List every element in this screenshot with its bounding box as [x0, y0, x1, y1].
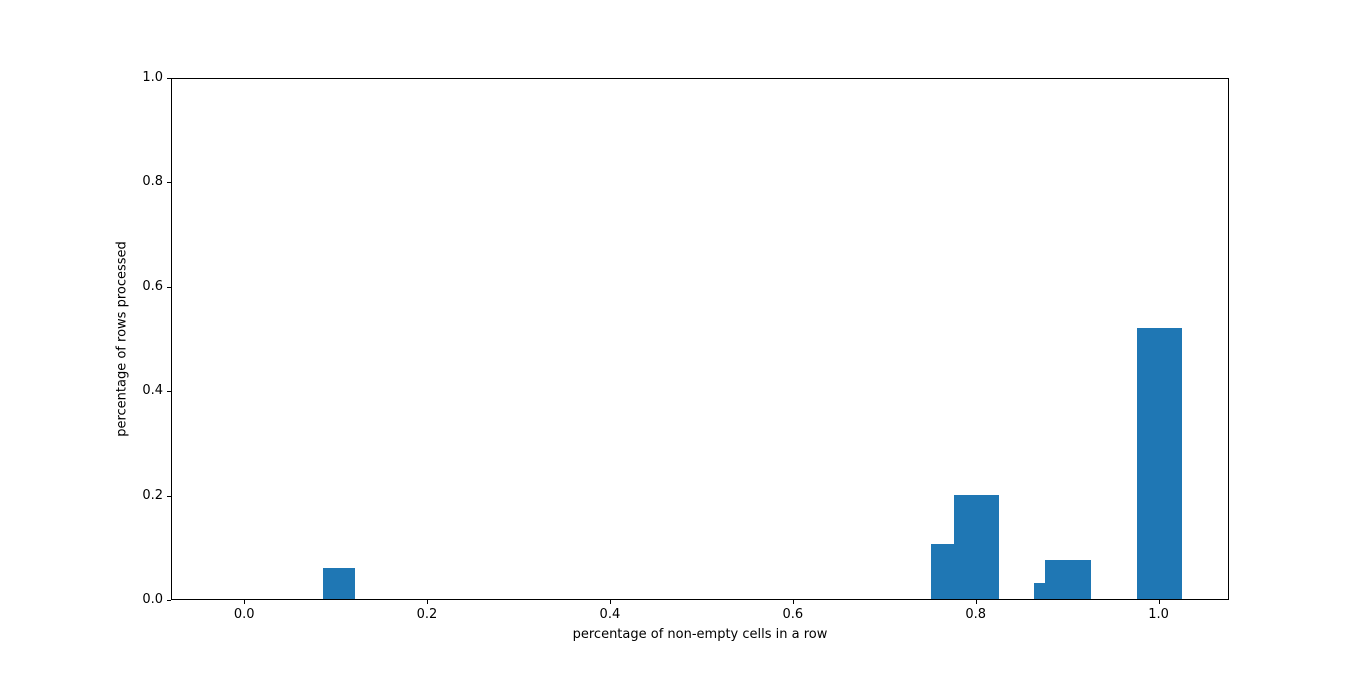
y-tick-mark	[167, 600, 171, 601]
y-tick-mark	[167, 78, 171, 79]
y-tick-label: 1.0	[142, 70, 163, 85]
x-tick-mark	[792, 600, 794, 604]
histogram-bar	[322, 567, 355, 599]
plot-area	[171, 78, 1229, 600]
x-tick-label: 0.6	[782, 607, 804, 622]
x-tick-label: 0.8	[965, 607, 987, 622]
y-tick-mark	[167, 391, 171, 393]
histogram-bar	[1045, 559, 1091, 599]
histogram-bar	[931, 544, 954, 599]
y-tick-mark	[167, 495, 171, 497]
x-tick-mark	[609, 600, 611, 604]
x-axis-label: percentage of non-empty cells in a row	[572, 627, 828, 642]
y-tick-mark	[167, 182, 171, 184]
x-tick-mark	[1158, 600, 1160, 604]
y-tick-label: 0.2	[142, 487, 163, 503]
histogram-bar	[953, 494, 1000, 599]
y-tick-label: 0.4	[142, 383, 163, 399]
y-tick-label: 0.6	[142, 278, 163, 294]
histogram-bar	[1034, 583, 1046, 599]
x-tick-mark	[427, 600, 428, 604]
y-tick-label: 0.8	[142, 174, 163, 190]
histogram-bar	[1136, 327, 1183, 599]
x-tick-mark	[244, 600, 246, 604]
y-axis-label: percentage of rows processed	[114, 241, 130, 437]
x-tick-label: 0.0	[233, 607, 255, 622]
y-tick-label: 0.0	[142, 592, 163, 607]
x-tick-mark	[975, 600, 977, 604]
x-tick-label: 0.4	[599, 607, 621, 622]
x-tick-label: 1.0	[1148, 607, 1169, 622]
y-tick-mark	[167, 286, 171, 288]
x-tick-label: 0.2	[416, 607, 438, 622]
